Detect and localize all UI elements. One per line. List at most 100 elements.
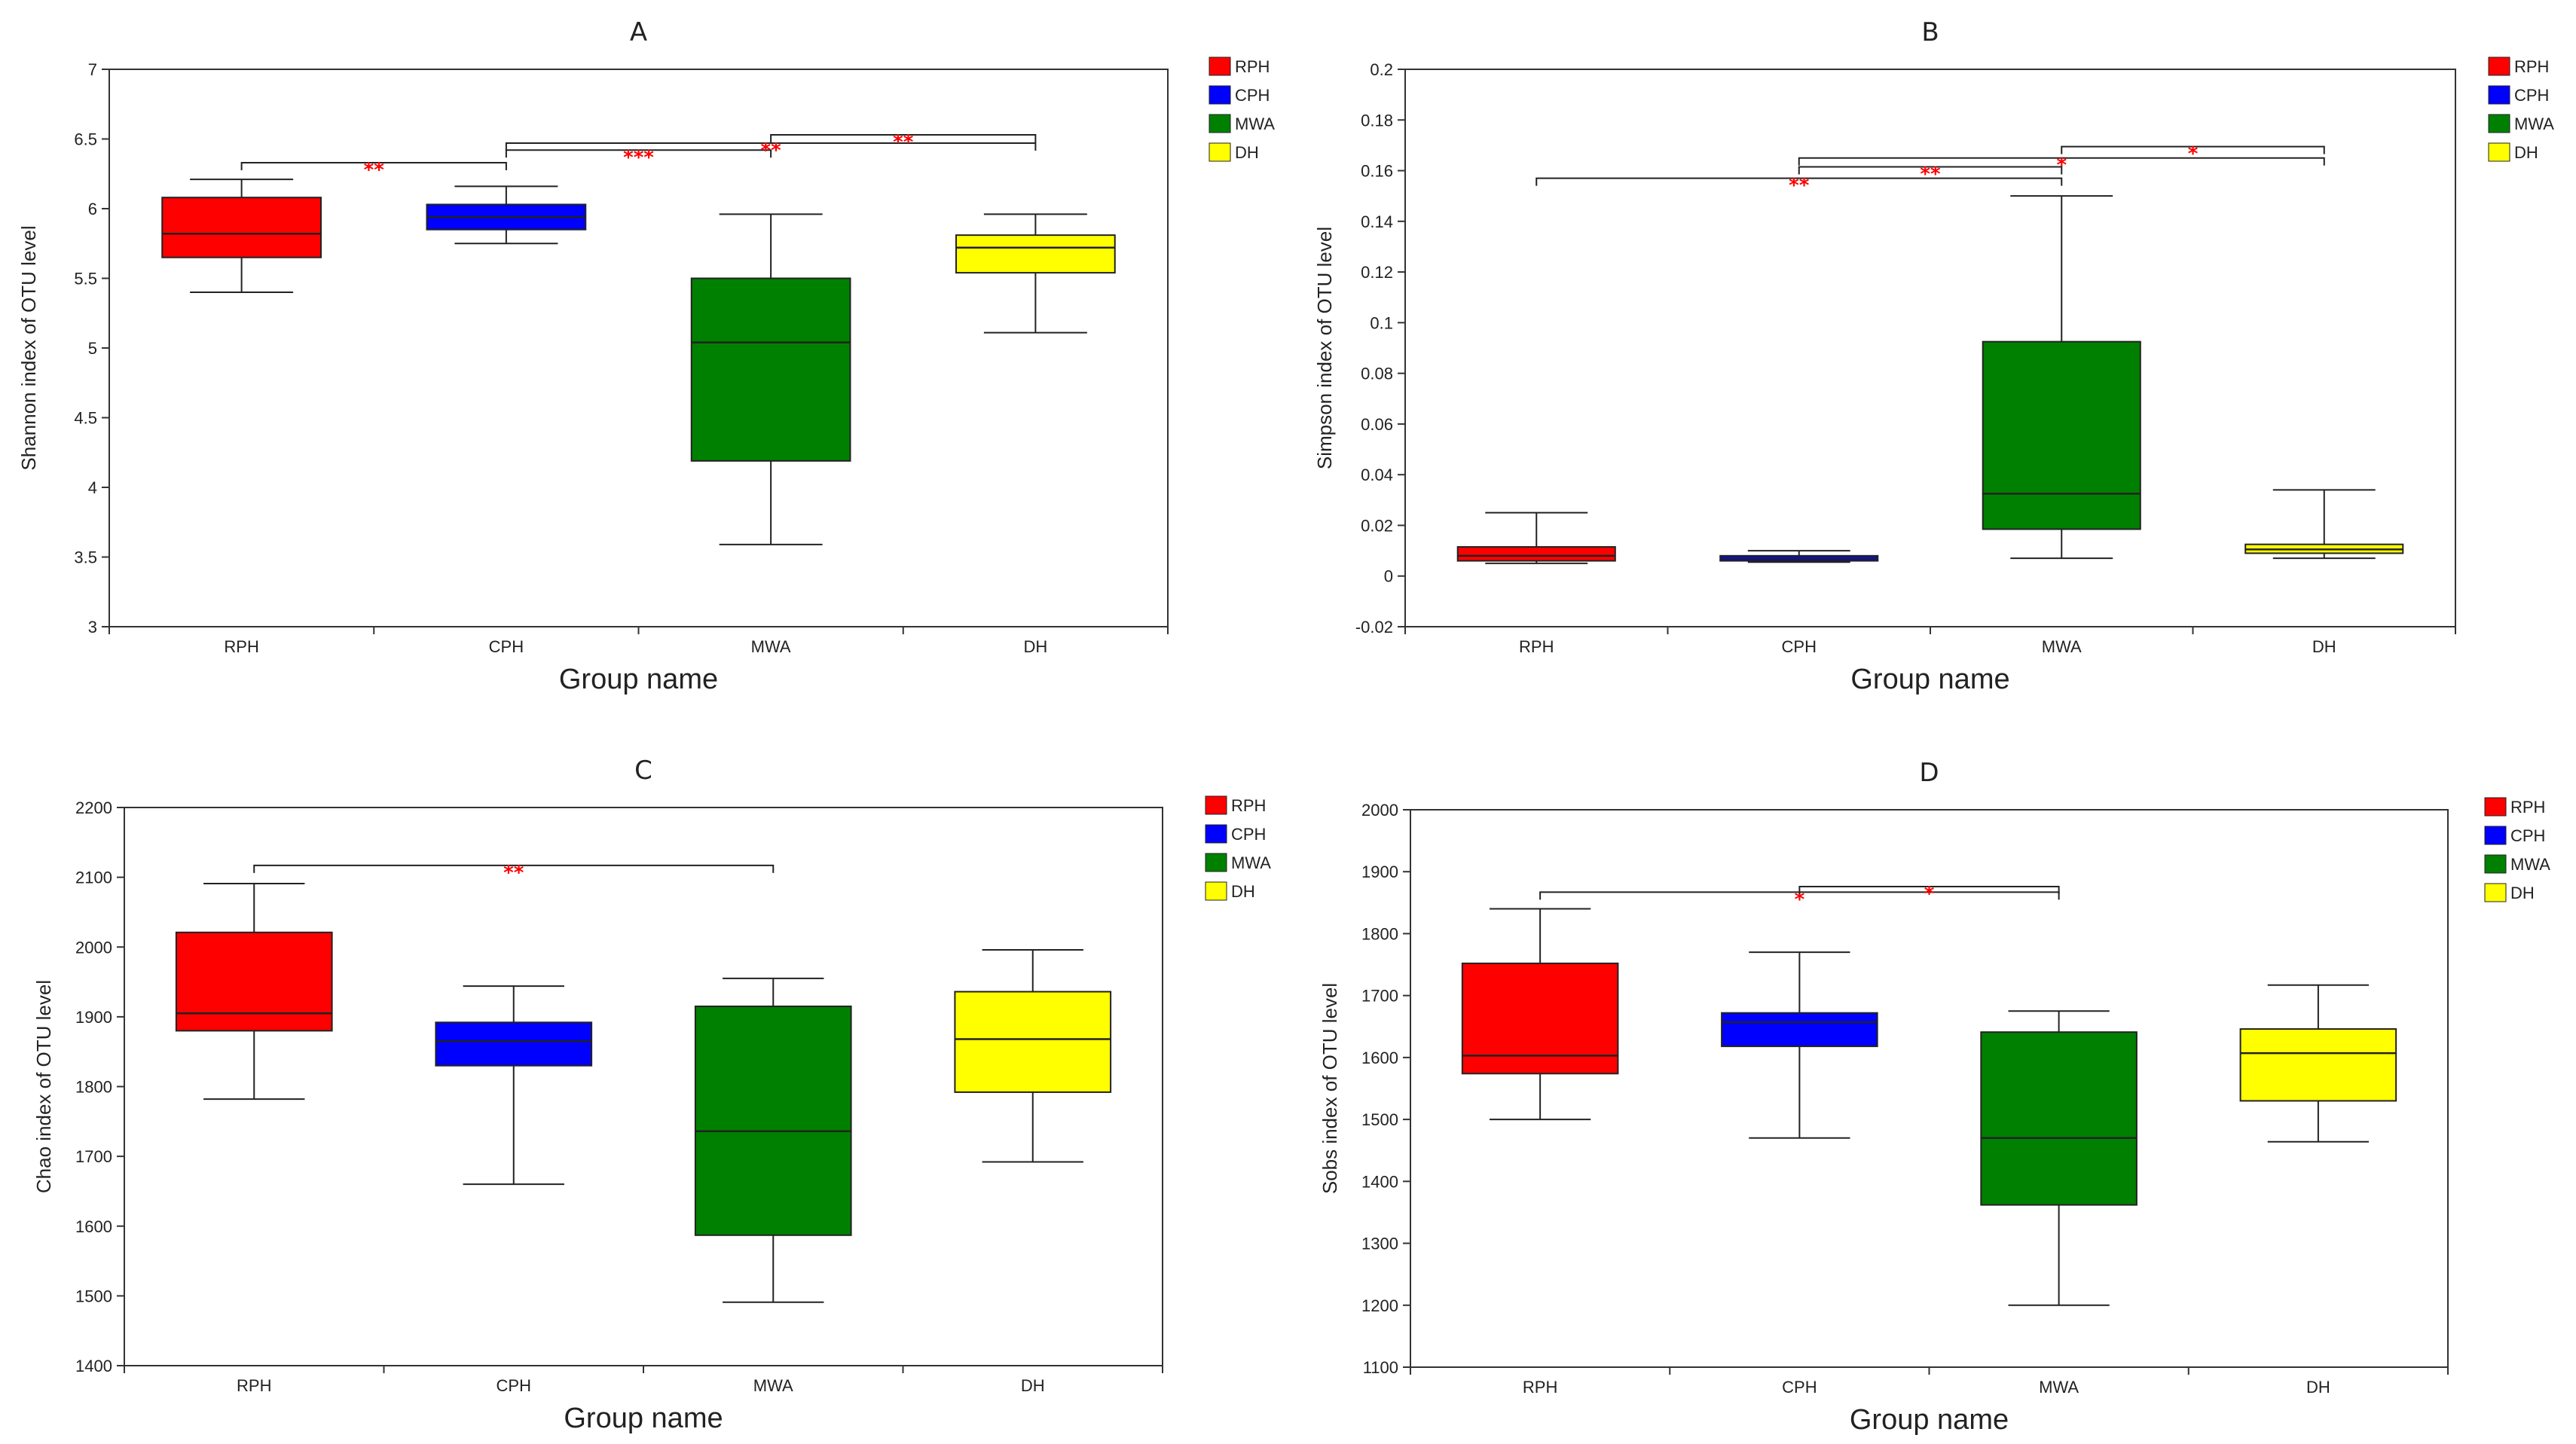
significance-bracket bbox=[1798, 166, 2063, 175]
significance-label: ** bbox=[761, 139, 782, 162]
legend-label: CPH bbox=[1231, 825, 1266, 844]
box-rph bbox=[161, 197, 322, 258]
legend-swatch-mwa bbox=[1209, 114, 1231, 133]
panel-title: D bbox=[1919, 758, 1939, 788]
y-tick-label: 7 bbox=[88, 60, 97, 79]
legend-label: RPH bbox=[1231, 796, 1266, 815]
x-axis-title: Group name bbox=[1850, 664, 2009, 695]
significance-bracket bbox=[505, 149, 772, 158]
y-tick-label: 0.2 bbox=[1370, 60, 1393, 79]
panel-title: C bbox=[634, 756, 652, 786]
legend-swatch-dh bbox=[1205, 881, 1227, 901]
y-tick-label: 1600 bbox=[75, 1217, 112, 1236]
y-axis-title: Chao index of OTU level bbox=[32, 980, 55, 1193]
box-cph bbox=[435, 1021, 593, 1067]
y-tick-label: 2000 bbox=[1361, 801, 1398, 820]
legend-label: DH bbox=[2514, 143, 2538, 162]
y-tick-label: 1700 bbox=[1361, 987, 1398, 1006]
y-tick-label: 0 bbox=[1384, 567, 1393, 586]
significance-bracket bbox=[240, 161, 507, 170]
legend-swatch-mwa bbox=[2484, 854, 2507, 874]
y-tick-label: 3.5 bbox=[74, 548, 97, 567]
x-tick-label: CPH bbox=[1782, 637, 1817, 656]
legend-swatch-mwa bbox=[1205, 853, 1227, 872]
legend-swatch-cph bbox=[1205, 824, 1227, 844]
legend-label: DH bbox=[1231, 882, 1255, 901]
panel-title: B bbox=[1921, 17, 1939, 47]
y-tick-label: 0.02 bbox=[1361, 516, 1393, 535]
significance-bracket bbox=[1798, 885, 2060, 894]
y-tick-label: 1400 bbox=[1361, 1172, 1398, 1191]
y-tick-label: 6 bbox=[88, 200, 97, 218]
y-tick-label: 0.1 bbox=[1370, 313, 1393, 332]
y-tick-label: 1900 bbox=[75, 1008, 112, 1027]
significance-bracket bbox=[2061, 145, 2325, 154]
significance-label: ** bbox=[893, 131, 914, 154]
legend-label: DH bbox=[1235, 143, 1259, 162]
significance-label: ** bbox=[1789, 175, 1810, 197]
legend-label: CPH bbox=[1235, 86, 1270, 105]
chart-panel-d: D 1100 1200 1300 1400 1500 1600 1700 1800 1900 200… bbox=[1319, 758, 2550, 1436]
legend-label: RPH bbox=[1235, 57, 1270, 76]
significance-bracket bbox=[1798, 157, 2325, 166]
box-dh bbox=[955, 234, 1116, 274]
significance-label: * bbox=[2188, 143, 2199, 166]
legend-swatch-dh bbox=[2484, 883, 2507, 902]
box-rph bbox=[1461, 962, 1619, 1075]
plot-frame bbox=[1404, 69, 2456, 627]
chart-panel-b: B -0.02 0 0.02 0.04 0.06 0.08 0.1 0.12 0.14 0.16 0.… bbox=[1313, 17, 2554, 695]
y-tick-label: 1200 bbox=[1361, 1296, 1398, 1315]
legend-swatch-rph bbox=[1205, 795, 1227, 815]
significance-label: ** bbox=[503, 862, 524, 884]
x-tick-label: RPH bbox=[1519, 637, 1554, 656]
y-tick-label: 1800 bbox=[1361, 924, 1398, 943]
y-tick-label: 0.14 bbox=[1361, 212, 1393, 231]
y-tick-label: 1500 bbox=[1361, 1110, 1398, 1129]
x-tick-label: CPH bbox=[489, 637, 524, 656]
x-tick-label: RPH bbox=[224, 637, 258, 656]
y-tick-label: 1700 bbox=[75, 1147, 112, 1166]
legend-label: CPH bbox=[2514, 86, 2549, 105]
y-tick-label: 0.08 bbox=[1361, 365, 1393, 383]
y-tick-label: 0.06 bbox=[1361, 415, 1393, 434]
legend-swatch-rph bbox=[1209, 56, 1231, 76]
significance-label: * bbox=[1795, 888, 1805, 911]
box-mwa bbox=[694, 1005, 852, 1236]
x-tick-label: CPH bbox=[1782, 1378, 1817, 1397]
y-tick-label: 0.18 bbox=[1361, 111, 1393, 130]
x-tick-label: MWA bbox=[753, 1376, 793, 1395]
x-tick-label: CPH bbox=[497, 1376, 531, 1395]
y-tick-label: 4.5 bbox=[74, 409, 97, 428]
y-tick-label: 4 bbox=[88, 478, 97, 497]
x-axis-title: Group name bbox=[564, 1403, 723, 1434]
significance-label: * bbox=[2056, 154, 2067, 177]
significance-label: * bbox=[1924, 883, 1935, 905]
legend-swatch-cph bbox=[2484, 826, 2507, 845]
box-mwa bbox=[1982, 340, 2141, 530]
y-tick-label: 2200 bbox=[75, 798, 112, 817]
significance-bracket bbox=[505, 142, 1037, 151]
y-axis-title: Shannon index of OTU level bbox=[17, 225, 40, 470]
legend-swatch-cph bbox=[2488, 85, 2510, 105]
x-tick-label: RPH bbox=[1523, 1378, 1557, 1397]
y-tick-label: 0.16 bbox=[1361, 162, 1393, 181]
y-tick-label: 1400 bbox=[75, 1357, 112, 1375]
legend-label: RPH bbox=[2510, 798, 2545, 817]
y-tick-label: 0.04 bbox=[1361, 466, 1393, 484]
legend-swatch-rph bbox=[2488, 56, 2510, 76]
legend-label: MWA bbox=[2510, 855, 2550, 874]
box-rph bbox=[175, 931, 333, 1032]
y-tick-label: -0.02 bbox=[1355, 618, 1393, 637]
legend-swatch-dh bbox=[1209, 142, 1231, 162]
legend-swatch-dh bbox=[2488, 142, 2510, 162]
box-mwa bbox=[690, 277, 851, 462]
legend-swatch-cph bbox=[1209, 85, 1231, 105]
box-dh bbox=[2239, 1028, 2397, 1102]
y-tick-label: 2100 bbox=[75, 869, 112, 887]
x-tick-label: MWA bbox=[2039, 1378, 2079, 1397]
significance-label: ** bbox=[1920, 163, 1941, 186]
y-tick-label: 1600 bbox=[1361, 1049, 1398, 1067]
y-tick-label: 5.5 bbox=[74, 270, 97, 288]
significance-bracket bbox=[253, 864, 775, 873]
y-tick-label: 2000 bbox=[75, 938, 112, 957]
